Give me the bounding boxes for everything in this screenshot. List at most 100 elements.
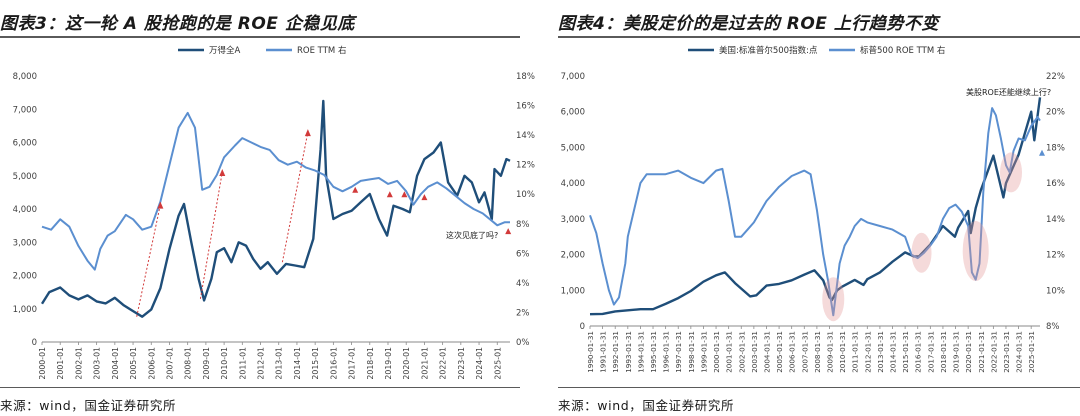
left-figure-title: 图表3：这一轮 A 股抢跑的是 ROE 企稳见底 [0, 14, 355, 34]
y-right-tick-label: 4% [516, 279, 530, 289]
series-line-roe [589, 107, 1041, 317]
x-tick-label: 2024-01-31 [1015, 331, 1024, 373]
y-left-tick-label: 1,000 [561, 286, 585, 296]
y-left-tick-label: 7,000 [13, 105, 37, 115]
x-tick-label: 2010-01 [220, 347, 229, 380]
x-tick-label: 2021-01 [420, 347, 429, 380]
x-tick-label: 1990-01-31 [586, 331, 595, 373]
y-left-tick-label: 0 [32, 338, 37, 348]
x-tick-label: 2015-01 [311, 347, 320, 380]
x-tick-label: 1991-01-31 [599, 331, 608, 373]
annotation-marker [386, 191, 393, 198]
x-tick-label: 2008-01-31 [813, 331, 822, 373]
y-left-tick-label: 3,000 [561, 215, 585, 225]
y-right-tick-label: 2% [516, 308, 530, 318]
annotation-marker [505, 228, 512, 235]
x-tick-label: 2022-01-31 [989, 331, 998, 373]
y-left-tick-label: 2,000 [561, 251, 585, 261]
x-tick-label: 2016-01-31 [914, 331, 923, 373]
y-left-tick-label: 0 [580, 322, 585, 332]
annotation-arrowhead [304, 129, 311, 137]
y-right-tick-label: 10% [1046, 286, 1065, 296]
x-tick-label: 2024-01 [475, 347, 484, 380]
left-title-rule [0, 36, 520, 38]
x-tick-label: 1997-01-31 [674, 331, 683, 373]
x-tick-label: 2014-01 [293, 347, 302, 380]
x-tick-label: 2018-01 [366, 347, 375, 380]
x-tick-label: 2008-01 [184, 347, 193, 380]
x-tick-label: 2002-01-31 [737, 331, 746, 373]
right-title-rule [558, 36, 1080, 38]
annotation-text: 美股ROE还能继续上行? [966, 87, 1051, 97]
x-tick-label: 2000-01 [38, 347, 47, 380]
x-tick-label: 2013-01-31 [876, 331, 885, 373]
y-left-tick-label: 5,000 [13, 172, 37, 182]
annotation-marker [401, 191, 408, 198]
x-tick-label: 1994-01-31 [636, 331, 645, 373]
x-tick-label: 2001-01 [56, 347, 65, 380]
annotation-arrowhead [157, 201, 164, 209]
annotation-dotted-arrow [199, 171, 223, 299]
legend-entry-label: 美国:标准普尔500指数:点 [719, 45, 818, 56]
y-right-tick-label: 6% [516, 249, 530, 259]
annotation-arrowhead [219, 169, 226, 177]
x-tick-label: 2023-01 [457, 347, 466, 380]
highlight-ellipse [962, 221, 989, 281]
x-tick-label: 2009-01 [202, 347, 211, 380]
x-tick-label: 2012-01-31 [863, 331, 872, 373]
left-figure-panel: 图表3：这一轮 A 股抢跑的是 ROE 企稳见底 0 1,000 2,000 3,00… [0, 0, 535, 416]
x-tick-label: 2025-01-31 [1027, 331, 1036, 373]
x-tick-label: 2006-01 [147, 347, 156, 380]
right-figure-panel: 图表4：美股定价的是过去的 ROE 上行趋势不变 0 1,000 2,000 3,00… [558, 0, 1080, 416]
x-tick-label: 2003-01-31 [750, 331, 759, 373]
x-tick-label: 1993-01-31 [624, 331, 633, 373]
x-tick-label: 2009-01-31 [825, 331, 834, 373]
annotation-dotted-arrow [281, 132, 309, 263]
y-right-tick-label: 14% [1046, 215, 1065, 225]
y-left-tick-label: 1,000 [13, 305, 37, 315]
x-tick-label: 2019-01-31 [952, 331, 961, 373]
x-tick-label: 2023-01-31 [1002, 331, 1011, 373]
y-right-tick-label: 10% [516, 190, 535, 200]
y-left-tick-label: 8,000 [13, 72, 37, 82]
annotation-marker [1039, 149, 1045, 156]
x-tick-label: 1996-01-31 [662, 331, 671, 373]
x-tick-label: 2011-01 [238, 347, 247, 380]
legend-entry-label: 万得全A [209, 45, 241, 56]
left-chart: 0 1,000 2,000 3,000 4,000 5,000 6,000 7,000 8,00… [13, 45, 535, 380]
series-line-index [40, 99, 511, 318]
legend-entry-label: 标普500 ROE TTM 右 [860, 45, 945, 56]
y-left-tick-label: 3,000 [13, 238, 37, 248]
y-left-tick-label: 4,000 [13, 205, 37, 215]
highlight-ellipse [1000, 152, 1023, 193]
y-left-tick-label: 5,000 [561, 143, 585, 153]
x-tick-label: 2014-01-31 [889, 331, 898, 373]
y-right-tick-label: 16% [1046, 179, 1065, 189]
x-tick-label: 1995-01-31 [649, 331, 658, 373]
x-tick-label: 2005-01 [129, 347, 138, 380]
right-figure-title: 图表4：美股定价的是过去的 ROE 上行趋势不变 [558, 14, 939, 34]
x-tick-label: 2015-01-31 [901, 331, 910, 373]
annotation-marker [421, 194, 428, 201]
x-tick-label: 2017-01 [348, 347, 357, 380]
right-source-note: 来源：wind，国金证券研究所 [558, 398, 735, 413]
y-right-tick-label: 8% [516, 220, 530, 230]
annotation-text: 这次见底了吗? [446, 230, 498, 240]
y-left-tick-label: 6,000 [13, 139, 37, 149]
x-tick-label: 2019-01 [384, 347, 393, 380]
x-tick-label: 2012-01 [257, 347, 266, 380]
x-tick-label: 2003-01 [93, 347, 102, 380]
annotation-dotted-arrow [136, 204, 161, 317]
x-tick-label: 1992-01-31 [611, 331, 620, 373]
highlight-ellipse [822, 277, 845, 322]
x-tick-label: 2013-01 [275, 347, 284, 380]
right-source-rule [558, 387, 1080, 388]
y-right-tick-label: 22% [1046, 72, 1065, 82]
x-tick-label: 2021-01-31 [977, 331, 986, 373]
y-left-tick-label: 4,000 [561, 179, 585, 189]
x-tick-label: 2020-01-31 [964, 331, 973, 373]
x-tick-label: 2020-01 [402, 347, 411, 380]
x-tick-label: 2022-01 [439, 347, 448, 380]
x-tick-label: 2010-01-31 [838, 331, 847, 373]
x-tick-label: 2004-01 [111, 347, 120, 380]
